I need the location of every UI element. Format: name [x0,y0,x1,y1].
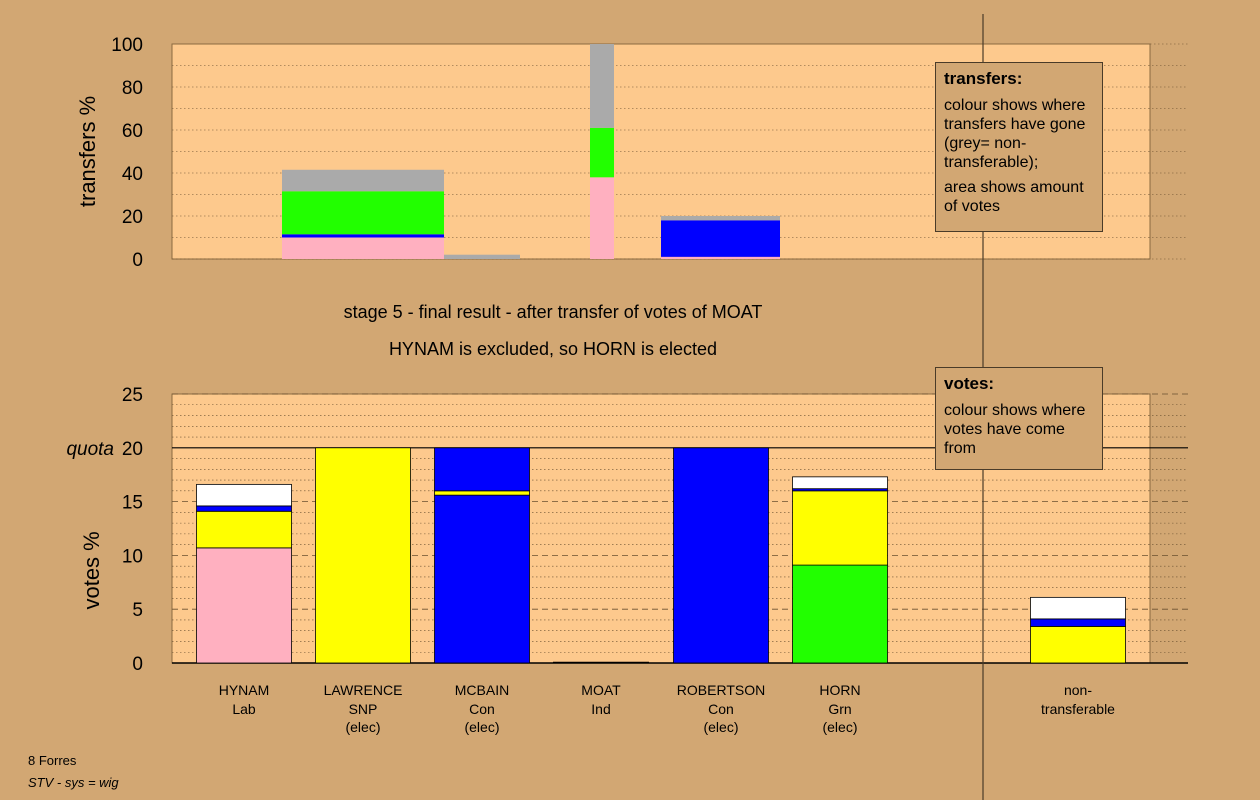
candidate-party: Grn [828,701,851,717]
legend-transfers: transfers: colour shows where transfers … [935,62,1103,232]
votes-axis-label: votes % [79,531,104,609]
transfers-axis-label: transfers % [75,96,100,207]
candidate-name: MCBAIN [455,682,509,698]
candidate-party: Ind [591,701,610,717]
candidate-name: LAWRENCE [324,682,403,698]
quota-label: quota [66,439,114,460]
candidate-status: (elec) [345,719,380,735]
candidate-name: MOAT [581,682,621,698]
vote-segment-non-transferable [792,476,888,490]
vote-segment-snp [196,510,292,549]
candidate-name: ROBERTSON [677,682,765,698]
candidate-name: non- [1064,682,1092,698]
vote-segment-snp [792,490,888,566]
legend-transfers-title: transfers: [944,69,1023,88]
transfer-segment-non_transferable_transfer [590,44,614,128]
transfer-segment-grn [282,191,444,235]
candidate-party: SNP [349,701,378,717]
votes-tick-label: 0 [132,654,143,675]
candidate-party: Lab [232,701,256,717]
legend-transfers-text2: area shows amount of votes [944,179,1084,215]
votes-tick-label: 10 [122,546,143,567]
transfers-tick-label: 100 [111,35,143,56]
candidate-labels: HYNAM Lab LAWRENCE SNP (elec) MCBAIN Con (elec)… [219,682,1115,735]
transfers-tick-label: 80 [122,78,143,99]
transfers-tick-label: 20 [122,207,143,228]
vote-segment-con [434,494,530,664]
candidate-status: (elec) [703,719,738,735]
vote-segment-grn [792,564,888,664]
footer-system: STV - sys = wig [28,775,119,790]
candidate-status: (elec) [822,719,857,735]
votes-tick-label: 5 [132,600,143,621]
transfer-segment-lab [282,237,444,259]
vote-segment-con [434,447,530,492]
transfer-segment-non_transferable_transfer [661,216,780,221]
candidate-party: transferable [1041,701,1115,717]
vote-segment-snp [315,447,411,664]
candidate-party: Con [708,701,734,717]
transfers-tick-label: 40 [122,164,143,185]
candidate-party: Con [469,701,495,717]
vote-segment-con [673,447,769,664]
vote-segment-lab [196,547,292,664]
transfer-segment-lab [590,177,614,259]
votes-tick-label: 25 [122,385,143,406]
legend-votes: votes: colour shows where votes have com… [935,367,1103,470]
transfer-segment-con [661,220,780,257]
stage-title-line2: HYNAM is excluded, so HORN is elected [389,339,717,359]
transfer-segment-grn [590,127,614,178]
transfers-tick-label: 60 [122,121,143,142]
transfer-segment-con [282,234,444,238]
transfers-tick-label: 0 [132,250,143,271]
vote-segment-snp [434,490,530,496]
votes-tick-label: 20 [122,439,143,460]
legend-votes-text1: colour shows where votes have come from [944,402,1086,457]
footer-location: 8 Forres [28,753,77,768]
transfer-segment-non_transferable_transfer [444,254,520,259]
vote-segment-con [1030,618,1126,627]
stage-title-line1: stage 5 - final result - after transfer … [344,302,763,322]
vote-segment-con [196,505,292,512]
candidate-name: HORN [819,682,860,698]
vote-segment-snp [1030,626,1126,664]
vote-segment-non-transferable [196,483,292,507]
vote-segment-non-transferable [1030,596,1126,620]
legend-transfers-text1: colour shows where transfers have gone (… [944,97,1086,171]
candidate-status: (elec) [464,719,499,735]
transfer-segment-lab [661,256,780,259]
transfer-segment-non_transferable_transfer [282,169,444,192]
legend-votes-title: votes: [944,374,995,393]
votes-tick-label: 15 [122,493,143,514]
candidate-name: HYNAM [219,682,270,698]
